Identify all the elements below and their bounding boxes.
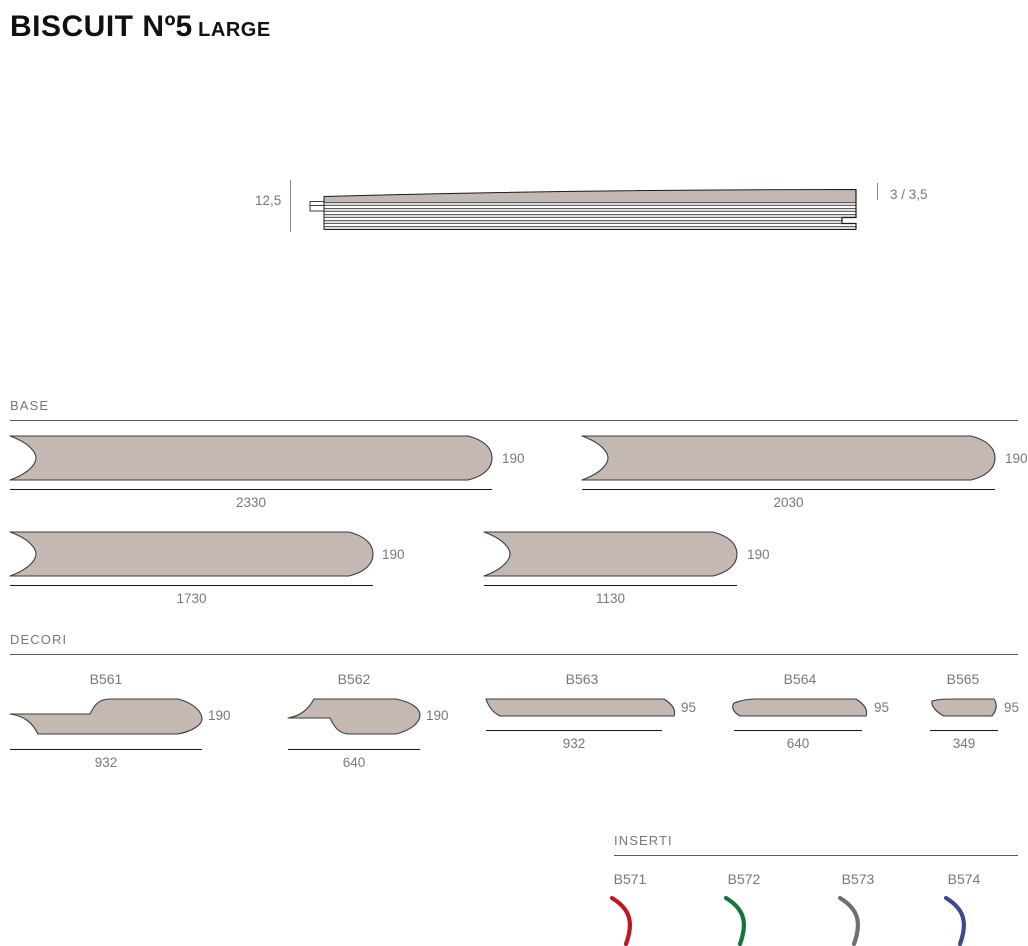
cross-section-height-label: 12,5 <box>255 193 282 208</box>
decori-label-B562: B562 <box>337 671 371 687</box>
inserti-label-B571: B571 <box>613 871 647 887</box>
inserti-curve-B572 <box>723 895 746 946</box>
base-shape-2330 <box>9 435 493 481</box>
inserti-curve-B571 <box>609 895 632 946</box>
decori-dim-line-B562 <box>288 749 420 750</box>
cross-section-thickness-label: 3 / 3,5 <box>890 187 928 202</box>
decori-shape-B564 <box>732 698 868 717</box>
decori-height-B565: 95 <box>1004 700 1020 715</box>
page-title-variant: LARGE <box>198 19 271 41</box>
section-rule-decori <box>10 654 1018 655</box>
cross-section-drawing <box>309 188 857 230</box>
section-header-base: BASE <box>10 398 50 413</box>
decori-height-B563: 95 <box>681 700 697 715</box>
page-title-main: BISCUIT N <box>10 10 165 43</box>
base-shape-2030 <box>581 435 996 481</box>
decori-dim-line-B564 <box>734 730 862 731</box>
base-height-2330: 190 <box>502 451 525 466</box>
decori-shape-B562 <box>287 698 421 735</box>
decori-height-B561: 190 <box>208 708 231 723</box>
section-rule-base <box>10 420 1018 421</box>
decori-shape-B561 <box>9 698 203 735</box>
decori-label-B563: B563 <box>565 671 599 687</box>
inserti-curve-B574 <box>943 895 966 946</box>
cross-section-height-line <box>290 180 291 232</box>
decori-length-B562: 640 <box>342 755 366 770</box>
base-height-1130: 190 <box>747 547 770 562</box>
page-title: BISCUIT Nº5 LARGE <box>10 10 271 44</box>
section-header-decori: DECORI <box>10 632 68 647</box>
base-dim-line-2330 <box>10 489 492 490</box>
base-length-1130: 1130 <box>595 591 626 606</box>
decori-label-B561: B561 <box>89 671 123 687</box>
base-dim-line-1130 <box>484 585 737 586</box>
base-dim-line-1730 <box>10 585 373 586</box>
base-height-2030: 190 <box>1005 451 1028 466</box>
inserti-curve-B573 <box>837 895 860 946</box>
base-dim-line-2030 <box>582 489 995 490</box>
decori-shape-B563 <box>485 698 676 717</box>
section-header-inserti: INSERTI <box>614 833 673 848</box>
decori-length-B565: 349 <box>952 736 976 751</box>
decori-shape-B565 <box>931 698 997 717</box>
decori-height-B562: 190 <box>426 708 449 723</box>
base-length-2030: 2030 <box>773 495 804 510</box>
decori-dim-line-B565 <box>930 730 998 731</box>
decori-height-B564: 95 <box>874 700 890 715</box>
inserti-label-B572: B572 <box>727 871 761 887</box>
cross-section-thickness-tick <box>877 183 878 200</box>
decori-label-B564: B564 <box>783 671 817 687</box>
base-length-1730: 1730 <box>176 591 207 606</box>
decori-dim-line-B561 <box>10 749 202 750</box>
page-title-ordinal: º <box>164 10 176 43</box>
decori-label-B565: B565 <box>946 671 980 687</box>
page-title-number: 5 <box>175 10 193 43</box>
base-height-1730: 190 <box>382 547 405 562</box>
decori-length-B563: 932 <box>562 736 586 751</box>
section-rule-inserti <box>614 855 1018 856</box>
decori-dim-line-B563 <box>486 730 662 731</box>
inserti-label-B573: B573 <box>841 871 875 887</box>
base-shape-1130 <box>483 531 738 577</box>
decori-length-B564: 640 <box>786 736 810 751</box>
inserti-label-B574: B574 <box>947 871 981 887</box>
base-shape-1730 <box>9 531 374 577</box>
decori-length-B561: 932 <box>94 755 118 770</box>
base-length-2330: 2330 <box>235 495 267 510</box>
